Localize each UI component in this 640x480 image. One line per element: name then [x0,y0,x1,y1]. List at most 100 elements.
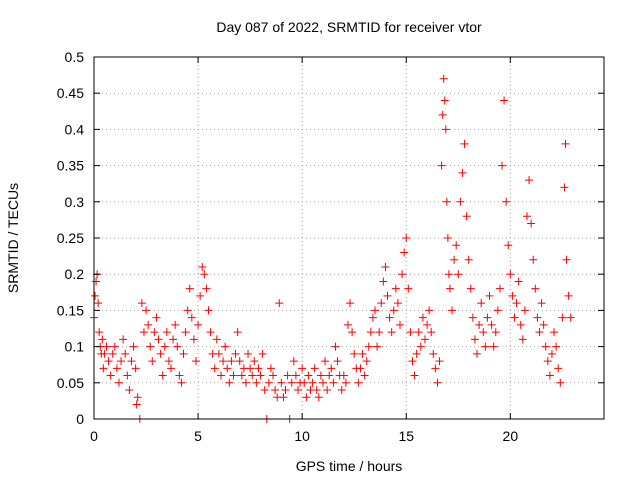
data-point [244,349,253,358]
data-point [566,313,575,322]
data-point [129,342,138,351]
data-point [250,357,259,366]
data-point [192,357,200,366]
data-point [368,313,377,322]
data-point [522,212,531,221]
data-point [445,284,454,293]
data-point [514,277,523,286]
data-point [470,335,479,344]
data-point [289,357,298,366]
data-point [246,364,255,373]
data-point [167,364,176,373]
data-point [260,386,269,395]
data-point [520,306,529,315]
data-point [479,328,488,337]
data-point [173,342,182,351]
data-point [298,364,307,373]
data-point [117,357,126,366]
data-point [556,378,565,387]
data-point [527,219,536,228]
y-tick-label: 0.5 [65,49,85,65]
data-point [416,342,425,351]
data-point [235,357,244,366]
data-point [214,349,223,358]
data-point [333,357,342,366]
data-point [300,378,309,387]
data-point [95,328,104,337]
data-point [558,313,567,322]
data-point [137,299,146,308]
data-point [385,313,394,322]
data-point [123,371,132,380]
data-point [277,378,286,387]
data-point [525,176,534,185]
data-point [552,342,561,351]
data-points [90,74,575,423]
data-point [438,110,447,119]
data-point [316,371,325,380]
data-point [500,96,509,105]
data-point [110,342,119,351]
data-point [125,386,134,395]
data-point [539,320,548,329]
data-point [287,378,296,387]
data-point [400,248,409,257]
data-point [439,74,448,83]
data-point [325,371,334,380]
data-point [408,357,417,366]
data-point [275,299,284,308]
data-point [139,328,148,337]
data-point [164,357,173,366]
data-point [181,328,190,337]
data-point [383,291,392,300]
data-point [343,320,352,329]
data-point [189,335,198,344]
data-point [420,335,429,344]
data-point [356,364,365,373]
data-point [169,335,178,344]
data-point [150,328,159,337]
data-point [402,234,411,242]
data-point [229,371,238,380]
x-tick-label: 0 [90,428,98,444]
data-point [562,255,571,264]
data-point [510,313,519,322]
data-point [114,378,123,387]
data-point [348,328,357,337]
y-axis-label: SRMTID / TECUs [5,183,21,293]
data-point [283,371,292,380]
data-point [396,320,404,329]
data-point [131,364,140,373]
data-point [529,255,538,264]
data-point [350,349,359,358]
data-point [561,139,570,148]
data-point [535,328,544,337]
data-point [204,306,213,315]
data-point [291,371,300,380]
data-point [481,342,490,351]
data-point [354,378,363,387]
data-point [98,335,107,344]
data-point [154,335,163,344]
data-point [547,349,556,358]
data-point [425,306,434,315]
data-point [318,378,327,387]
data-point [271,386,280,395]
x-tick-label: 5 [194,428,202,444]
data-point [100,349,109,358]
y-tick-label: 0.15 [57,302,84,318]
data-point [329,378,338,387]
data-point [175,371,184,380]
data-point [442,197,451,206]
x-tick-label: 15 [398,428,414,444]
data-point [133,393,142,402]
tick-layer: 0 0.05 0.1 0.15 0.2 0.25 0.3 0.35 0.4 0.45 0.5 0 5 10… [57,49,604,444]
data-point [437,161,446,170]
data-point [440,96,449,105]
data-point [458,168,467,177]
data-point [212,335,221,344]
data-point [387,328,396,337]
data-point [279,393,288,402]
data-point [227,357,236,366]
data-point [560,183,569,192]
